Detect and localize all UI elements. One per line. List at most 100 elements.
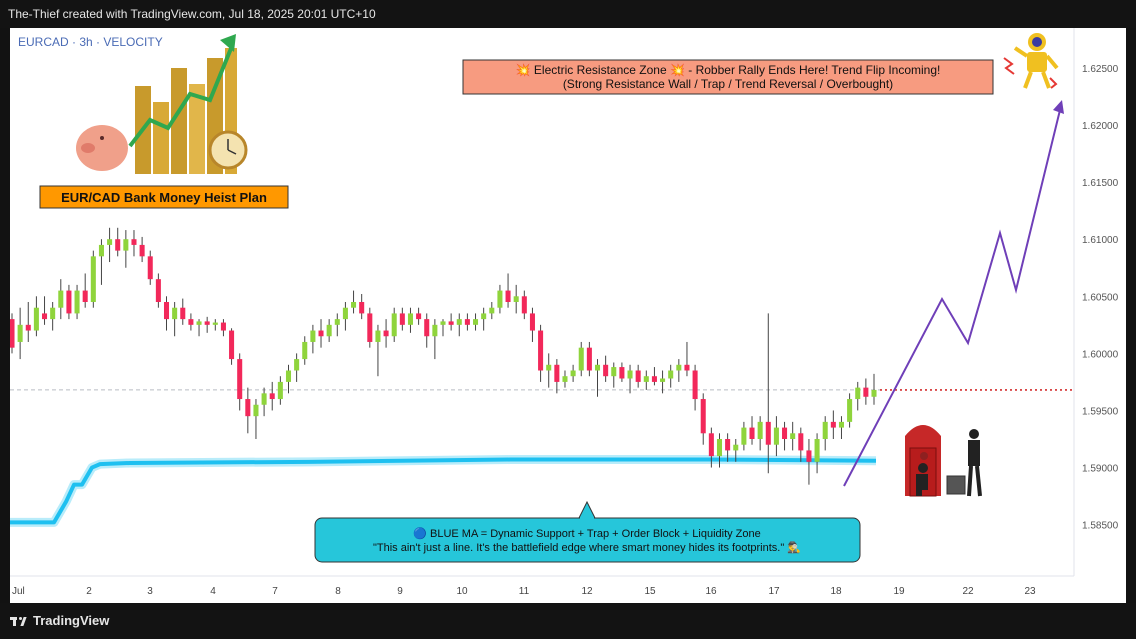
- title-box: [39, 185, 289, 209]
- candle-down: [700, 399, 706, 434]
- time-tick-label: 19: [893, 586, 905, 597]
- time-tick-label: 10: [456, 586, 468, 597]
- candle-up: [594, 364, 601, 371]
- candle: [562, 370, 568, 388]
- candle: [432, 319, 438, 360]
- time-tick-label: 17: [768, 586, 780, 597]
- candle-down: [505, 290, 511, 302]
- candle: [342, 302, 348, 331]
- candle: [782, 421, 788, 451]
- candle-down: [155, 279, 161, 302]
- piggy-bank-coins-illustration: [76, 34, 248, 174]
- candle-down: [782, 427, 788, 439]
- tradingview-brand: TradingView: [33, 613, 110, 628]
- candle: [302, 336, 308, 365]
- tradingview-logo[interactable]: TradingView: [10, 613, 109, 628]
- price-tick-label: 1.62500: [1082, 64, 1119, 75]
- resistance-zone-line1: 💥 Electric Resistance Zone 💥 - Robber Ra…: [516, 63, 941, 77]
- candle: [375, 324, 381, 377]
- candle: [668, 364, 674, 388]
- time-tick-label: 4: [210, 586, 216, 597]
- vault-robbers-illustration: [905, 425, 982, 497]
- price-axis[interactable]: 1.62500 1.62000 1.61500 1.61000 1.60500 1.600…: [1082, 64, 1119, 532]
- time-tick-label: Jul: [12, 586, 25, 597]
- candle-up: [733, 444, 739, 451]
- candle-up: [33, 307, 39, 331]
- candle-down: [204, 321, 210, 325]
- time-tick-label: 22: [962, 586, 974, 597]
- candle: [481, 307, 487, 331]
- blue-ma-line[interactable]: [10, 457, 877, 525]
- candle-up: [668, 370, 674, 379]
- candle-up: [611, 367, 617, 377]
- candle: [180, 298, 186, 325]
- candle-up: [123, 239, 129, 251]
- candle: [741, 421, 747, 451]
- candle-down: [188, 319, 194, 325]
- candle: [473, 313, 479, 331]
- resistance-zone-line2: (Strong Resistance Wall / Trap / Trend R…: [563, 77, 893, 91]
- candle: [42, 296, 48, 325]
- candle-up: [497, 290, 503, 308]
- price-tick-label: 1.62000: [1082, 121, 1119, 132]
- candle-down: [245, 399, 251, 417]
- time-tick-label: 15: [644, 586, 656, 597]
- candle: [513, 284, 519, 314]
- candle: [82, 273, 88, 308]
- candle-up: [562, 376, 568, 382]
- price-tick-label: 1.60000: [1082, 349, 1119, 360]
- candle: [692, 364, 698, 411]
- candle: [220, 319, 226, 337]
- candle: [17, 307, 23, 360]
- candle-down: [131, 239, 137, 245]
- candle: [497, 284, 503, 314]
- projection-arrowhead: [1053, 100, 1064, 114]
- candle-up: [285, 370, 292, 382]
- candle: [611, 362, 617, 388]
- candle-up: [814, 439, 820, 462]
- price-chart[interactable]: 1.62500 1.62000 1.61500 1.61000 1.60500 1.600…: [9, 28, 1126, 603]
- chart-area[interactable]: 1.62500 1.62000 1.61500 1.61000 1.60500 1.600…: [9, 28, 1126, 603]
- candle: [489, 302, 495, 320]
- time-axis[interactable]: Jul 2 3 4 7 8 9 10 11 12 15 16 17 18 19 22 23: [12, 586, 1036, 597]
- candle-up: [773, 427, 779, 445]
- candle-up: [261, 393, 267, 405]
- candle-up: [310, 330, 316, 342]
- candle: [139, 236, 145, 263]
- candle-down: [448, 321, 454, 325]
- candle-down: [538, 330, 544, 371]
- candle: [538, 324, 544, 382]
- candle: [798, 427, 804, 462]
- candle-down: [42, 313, 48, 320]
- symbol-label[interactable]: EURCAD · 3h · VELOCITY: [18, 35, 163, 49]
- candle-up: [489, 307, 495, 314]
- candle: [838, 416, 844, 439]
- price-tick-label: 1.59000: [1082, 464, 1119, 475]
- candle-down: [708, 433, 714, 457]
- candle-up: [790, 433, 796, 439]
- candle: [245, 387, 251, 434]
- candle: [603, 355, 609, 382]
- time-tick-label: 18: [830, 586, 842, 597]
- candle-down: [521, 296, 527, 314]
- candle: [765, 313, 771, 474]
- robot-icon: [1003, 33, 1059, 89]
- candle: [285, 364, 292, 394]
- time-tick-label: 2: [86, 586, 92, 597]
- candle: [651, 367, 657, 386]
- time-tick-label: 12: [581, 586, 593, 597]
- candle-up: [716, 439, 723, 457]
- candle: [830, 410, 836, 439]
- candle-up: [90, 256, 96, 302]
- candle: [294, 353, 300, 382]
- candle-down: [82, 290, 88, 302]
- candle-up: [643, 376, 649, 382]
- candle: [505, 273, 511, 308]
- candle: [334, 313, 340, 337]
- candle-up: [375, 330, 381, 342]
- candle: [123, 230, 129, 268]
- projection-path[interactable]: [843, 109, 1061, 487]
- candle-up: [17, 324, 23, 342]
- candle-up: [822, 421, 828, 439]
- candle-down: [25, 324, 31, 331]
